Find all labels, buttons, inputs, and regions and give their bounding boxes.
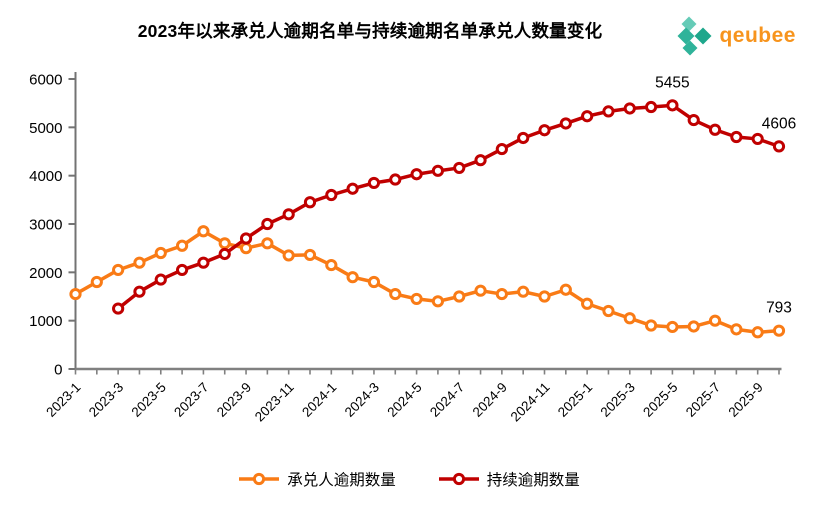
svg-text:1000: 1000 <box>29 313 62 330</box>
svg-text:2025-5: 2025-5 <box>640 380 680 420</box>
svg-text:793: 793 <box>766 300 792 317</box>
svg-text:3000: 3000 <box>29 217 62 234</box>
svg-text:2025-1: 2025-1 <box>555 380 595 420</box>
qeubee-logo: qeubee <box>676 16 796 56</box>
legend-item-continuous-overdue: 持续逾期数量 <box>438 468 580 490</box>
svg-text:2023-7: 2023-7 <box>171 380 211 420</box>
svg-text:2024-11: 2024-11 <box>508 380 553 425</box>
svg-text:2025-3: 2025-3 <box>598 380 638 420</box>
qeubee-logo-icon <box>677 16 712 56</box>
svg-text:2024-3: 2024-3 <box>342 380 382 420</box>
qeubee-logo-text: qeubee <box>719 24 796 47</box>
chart-title: 2023年以来承兑人逾期名单与持续逾期名单承兑人数量变化 <box>137 21 603 41</box>
svg-text:2024-9: 2024-9 <box>470 380 510 420</box>
legend: 承兑人逾期数量 持续逾期数量 <box>0 468 818 490</box>
legend-label-acceptor-overdue: 承兑人逾期数量 <box>287 472 396 489</box>
svg-text:2023-11: 2023-11 <box>252 380 297 425</box>
legend-label-continuous-overdue: 持续逾期数量 <box>486 472 580 489</box>
svg-text:4606: 4606 <box>762 115 796 132</box>
svg-text:2000: 2000 <box>29 265 62 282</box>
svg-text:2025-9: 2025-9 <box>725 380 765 420</box>
svg-text:5000: 5000 <box>29 120 62 137</box>
svg-text:5455: 5455 <box>655 74 689 91</box>
svg-text:2025-7: 2025-7 <box>683 380 723 420</box>
svg-text:2023-5: 2023-5 <box>129 380 169 420</box>
svg-text:0: 0 <box>54 362 62 379</box>
svg-text:2024-7: 2024-7 <box>427 380 467 420</box>
svg-text:2023-9: 2023-9 <box>214 380 254 420</box>
svg-text:2024-1: 2024-1 <box>299 380 339 420</box>
svg-text:6000: 6000 <box>29 72 62 89</box>
svg-text:2023-1: 2023-1 <box>43 380 83 420</box>
legend-item-acceptor-overdue: 承兑人逾期数量 <box>238 468 396 490</box>
legend-marker-continuous-overdue-icon <box>438 472 479 486</box>
legend-marker-acceptor-overdue-icon <box>239 472 280 486</box>
svg-text:4000: 4000 <box>29 168 62 185</box>
svg-text:2023-3: 2023-3 <box>86 380 126 420</box>
svg-text:2024-5: 2024-5 <box>384 380 424 420</box>
